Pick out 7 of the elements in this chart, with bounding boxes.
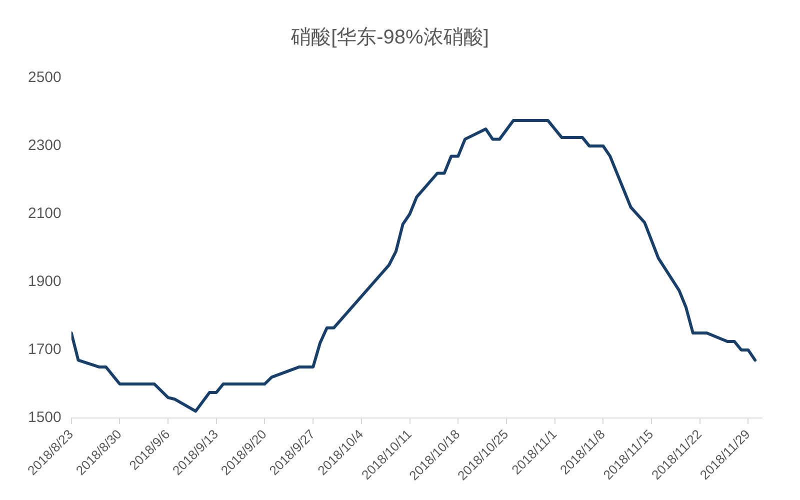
y-tick-label: 1700 xyxy=(28,341,62,358)
y-tick-label: 2100 xyxy=(28,205,62,222)
y-tick-label: 2300 xyxy=(28,137,62,154)
y-tick-label: 1900 xyxy=(28,273,62,290)
chart-title: 硝酸[华东-98%浓硝酸] xyxy=(290,26,489,49)
y-tick-label: 1500 xyxy=(28,409,62,426)
y-tick-label: 2500 xyxy=(28,69,62,86)
